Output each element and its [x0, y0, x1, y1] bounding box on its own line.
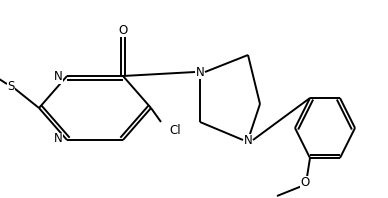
Text: O: O — [300, 175, 310, 188]
Text: Cl: Cl — [169, 124, 181, 136]
Text: N: N — [244, 133, 252, 147]
Text: S: S — [7, 80, 15, 92]
Text: N: N — [196, 66, 204, 78]
Text: O: O — [118, 24, 128, 36]
Text: N: N — [54, 132, 63, 146]
Text: N: N — [54, 70, 63, 84]
